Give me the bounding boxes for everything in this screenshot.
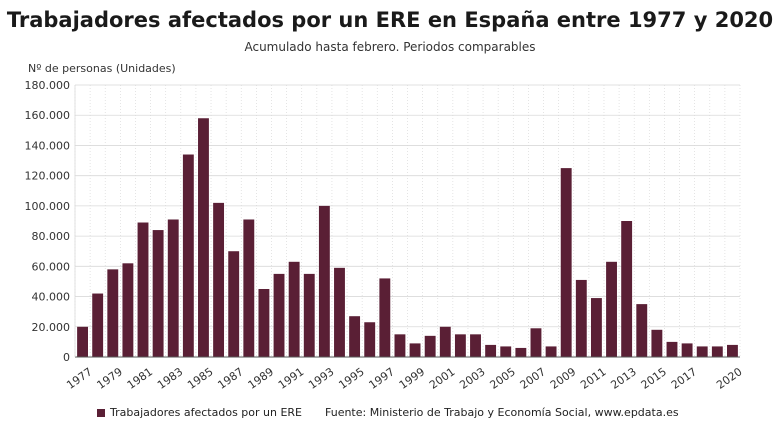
bar-1994 [334, 267, 345, 357]
x-tick-label: 2020 [714, 365, 744, 392]
bar-2010 [575, 279, 587, 357]
x-tick-label: 1985 [185, 365, 215, 392]
x-tick-label: 2009 [548, 365, 578, 392]
bar-2000 [424, 335, 436, 357]
x-tick-label: 2007 [518, 365, 548, 392]
x-tick-label: 1979 [95, 365, 125, 392]
x-tick-label: 2013 [608, 365, 638, 392]
bar-1981 [137, 222, 149, 357]
x-tick-label: 1981 [125, 365, 155, 392]
source-note: Fuente: Ministerio de Trabajo y Economía… [325, 406, 679, 419]
y-tick-label: 80.000 [32, 230, 71, 243]
bar-2017 [681, 343, 693, 357]
bar-layer [77, 118, 738, 357]
bar-1995 [349, 316, 361, 357]
bar-2009 [560, 168, 572, 357]
bar-2014 [636, 304, 648, 357]
bar-1991 [288, 261, 300, 357]
y-tick-label: 40.000 [32, 291, 71, 304]
x-tick-label: 1999 [397, 365, 427, 392]
bar-1992 [303, 273, 315, 357]
y-tick-label: 60.000 [32, 260, 71, 273]
legend-label: Trabajadores afectados por un ERE [110, 406, 303, 419]
bar-1986 [213, 202, 225, 357]
bar-1978 [92, 293, 104, 357]
bar-2015 [651, 329, 663, 357]
bar-2020 [727, 344, 738, 357]
bar-2008 [545, 346, 557, 357]
bar-1989 [258, 289, 270, 357]
y-tick-label: 160.000 [25, 109, 71, 122]
bar-1996 [364, 322, 376, 357]
grid-layer [74, 84, 741, 358]
bar-1984 [182, 154, 194, 357]
bar-1983 [167, 219, 179, 357]
legend: Trabajadores afectados por un ERE [97, 406, 302, 419]
bar-1997 [379, 278, 391, 357]
bar-2018 [696, 346, 708, 357]
x-tick-label: 1995 [336, 365, 366, 392]
y-tick-label: 0 [63, 351, 70, 364]
bar-2003 [470, 334, 481, 357]
y-tick-label: 120.000 [25, 170, 71, 183]
chart-subtitle: Acumulado hasta febrero. Periodos compar… [244, 40, 536, 54]
bar-2004 [485, 344, 497, 357]
x-tick-label: 1991 [276, 365, 306, 392]
bar-2013 [621, 221, 633, 357]
bar-1982 [152, 230, 164, 357]
bar-2011 [590, 298, 602, 357]
y-axis-label: Nº de personas (Unidades) [28, 62, 176, 75]
bar-2002 [454, 334, 466, 357]
x-tick-label: 2001 [427, 365, 457, 392]
x-tick-label: 1987 [215, 365, 245, 392]
bar-2019 [711, 346, 723, 357]
x-tick-label: 1977 [64, 365, 94, 392]
x-tick-label: 1989 [246, 365, 276, 392]
bar-2012 [606, 261, 617, 357]
bar-1985 [198, 118, 209, 357]
bar-2006 [515, 347, 527, 357]
x-tick-label: 2015 [639, 365, 669, 392]
bar-1990 [273, 273, 285, 357]
bar-1987 [228, 251, 240, 357]
bar-1998 [394, 334, 406, 357]
bar-1993 [318, 205, 330, 357]
legend-swatch [97, 408, 105, 417]
y-tick-label: 140.000 [25, 139, 71, 152]
bar-2001 [439, 326, 451, 357]
x-tick-label: 1983 [155, 365, 185, 392]
x-tick-label: 2005 [487, 365, 517, 392]
bar-1980 [122, 263, 134, 357]
x-tick-label: 1993 [306, 365, 336, 392]
bar-2005 [500, 346, 512, 357]
y-tick-label: 180.000 [25, 79, 71, 92]
y-tick-label: 20.000 [32, 321, 71, 334]
bar-2007 [530, 328, 542, 357]
x-tick-label: 1997 [367, 365, 397, 392]
bar-1977 [77, 326, 88, 357]
x-tick-label: 2011 [578, 365, 608, 392]
bar-1999 [409, 343, 421, 357]
chart-title: Trabajadores afectados por un ERE en Esp… [6, 8, 774, 32]
bar-1988 [243, 219, 255, 357]
bar-1979 [107, 269, 119, 357]
x-tick-label: 2017 [669, 365, 699, 392]
y-tick-label: 100.000 [25, 200, 71, 213]
x-tick-label: 2003 [457, 365, 487, 392]
bar-2016 [666, 341, 678, 357]
